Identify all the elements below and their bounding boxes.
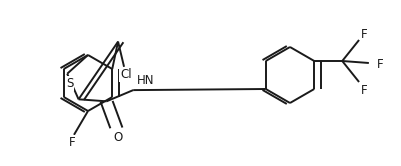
Text: O: O <box>113 131 123 144</box>
Text: HN: HN <box>136 74 154 87</box>
Text: F: F <box>360 83 367 96</box>
Text: F: F <box>376 57 383 71</box>
Text: F: F <box>360 28 367 41</box>
Text: F: F <box>69 136 75 149</box>
Text: Cl: Cl <box>120 68 132 81</box>
Text: S: S <box>66 77 73 90</box>
